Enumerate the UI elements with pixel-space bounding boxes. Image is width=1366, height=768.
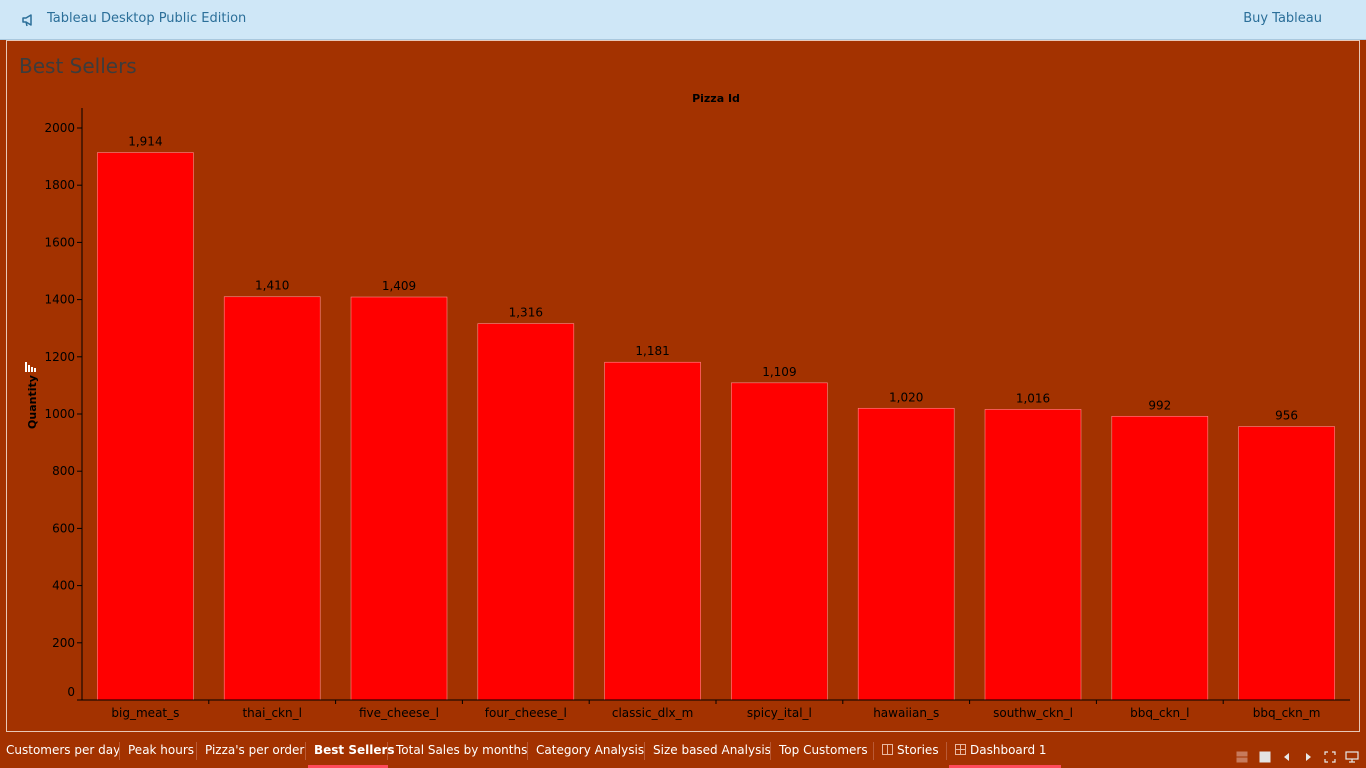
x-tick-label: bbq_ckn_l — [1130, 706, 1189, 720]
x-tick-label: four_cheese_l — [485, 706, 567, 720]
y-tick-label: 2000 — [44, 121, 75, 135]
bar[interactable] — [477, 323, 575, 701]
sheet-tab-bar: Customers per day Peak hours Pizza's per o… — [0, 736, 1366, 768]
y-tick-label: 800 — [52, 464, 75, 478]
tab-peak-hours[interactable]: Peak hours — [128, 743, 195, 757]
tab-separator — [527, 742, 528, 760]
bar[interactable] — [604, 361, 701, 701]
y-tick-label: 1800 — [44, 178, 75, 192]
bar-value-label: 1,109 — [762, 365, 796, 379]
tab-separator — [387, 742, 388, 760]
x-tick-label: classic_dlx_m — [612, 706, 693, 720]
bar[interactable] — [984, 409, 1082, 701]
tab-separator — [644, 742, 645, 760]
tab-separator — [196, 742, 197, 760]
filmstrip-icon[interactable] — [1236, 748, 1248, 767]
tab-separator — [873, 742, 874, 760]
y-axis: 0 200 400 600 800 1000 1200 1400 1600 1800 2000 — [44, 108, 83, 701]
x-axis: big_meat_s thai_ckn_l five_cheese_l four_ch… — [82, 699, 1350, 720]
bar-value-label: 1,016 — [1016, 391, 1050, 405]
bars — [97, 152, 1335, 701]
chart-title: Pizza Id — [692, 92, 740, 105]
tab-size-based-analysis[interactable]: Size based Analysis — [653, 743, 771, 757]
sheet-sorter-icon[interactable] — [1259, 748, 1271, 767]
tab-dashboard-1[interactable]: Dashboard 1 — [970, 743, 1047, 757]
y-tick-label: 1400 — [44, 293, 75, 307]
tab-category-analysis[interactable]: Category Analysis — [536, 743, 645, 757]
sheet-title: Best Sellers — [19, 54, 137, 78]
x-tick-label: thai_ckn_l — [242, 706, 301, 720]
bar-value-label: 992 — [1148, 398, 1171, 412]
active-tab-indicator — [949, 765, 1061, 768]
bar[interactable] — [731, 382, 828, 701]
active-tab-indicator — [308, 765, 388, 768]
megaphone-icon — [22, 14, 32, 27]
fullscreen-icon[interactable] — [1324, 748, 1336, 767]
story-icon — [882, 743, 893, 757]
tab-separator — [305, 742, 306, 760]
bar[interactable] — [1111, 415, 1209, 701]
bar[interactable] — [350, 296, 448, 701]
tab-separator — [119, 742, 120, 760]
bar-value-label: 1,914 — [128, 135, 162, 149]
bar-value-label: 1,409 — [382, 279, 416, 293]
tab-top-customers[interactable]: Top Customers — [779, 743, 868, 757]
y-tick-label: 600 — [52, 521, 75, 535]
tab-customers-per-day[interactable]: Customers per day — [6, 743, 121, 757]
y-tick-label: 1600 — [44, 235, 75, 249]
y-tick-label: 400 — [52, 579, 75, 593]
presentation-icon[interactable] — [1345, 748, 1359, 767]
tab-total-sales-by-months[interactable]: Total Sales by months — [396, 743, 528, 757]
buy-tableau-link[interactable]: Buy Tableau — [1243, 11, 1322, 26]
bar[interactable] — [1238, 426, 1335, 701]
x-tick-label: five_cheese_l — [359, 706, 439, 720]
bar[interactable] — [857, 407, 955, 701]
value-labels: 1,914 1,410 1,409 1,316 1,181 1,109 1,020 1,016… — [128, 135, 1298, 423]
bar-value-label: 1,410 — [255, 279, 289, 293]
prev-sheet-icon[interactable] — [1282, 748, 1292, 767]
x-tick-label: big_meat_s — [111, 706, 179, 720]
tab-stories[interactable]: Stories — [897, 743, 939, 757]
y-axis-title: Quantity — [26, 375, 39, 429]
tab-separator — [770, 742, 771, 760]
y-tick-label: 0 — [67, 685, 75, 699]
next-sheet-icon[interactable] — [1303, 748, 1313, 767]
bar-chart: Pizza Id 0 200 400 600 800 1000 1200 1400 1600 18… — [25, 92, 1350, 720]
bar[interactable] — [223, 296, 321, 701]
dashboard-icon — [955, 743, 966, 757]
bar[interactable] — [97, 152, 194, 701]
bar-value-label: 1,316 — [509, 306, 543, 320]
app-title: Tableau Desktop Public Edition — [47, 11, 247, 26]
bar-value-label: 956 — [1275, 409, 1298, 423]
x-tick-label: hawaiian_s — [873, 706, 939, 720]
bar-value-label: 1,020 — [889, 390, 923, 404]
x-tick-label: bbq_ckn_m — [1253, 706, 1321, 720]
top-banner: Tableau Desktop Public Edition Buy Table… — [0, 0, 1366, 40]
tab-best-sellers[interactable]: Best Sellers — [314, 743, 395, 757]
y-tick-label: 1200 — [44, 350, 75, 364]
y-tick-label: 1000 — [44, 407, 75, 421]
tab-separator — [946, 742, 947, 760]
y-tick-label: 200 — [52, 636, 75, 650]
x-tick-label: spicy_ital_l — [747, 706, 812, 720]
tab-pizza-s-per-order[interactable]: Pizza's per order — [205, 743, 305, 757]
x-tick-label: southw_ckn_l — [993, 706, 1073, 720]
show-me-icon[interactable] — [25, 362, 36, 372]
bar-value-label: 1,181 — [635, 344, 669, 358]
